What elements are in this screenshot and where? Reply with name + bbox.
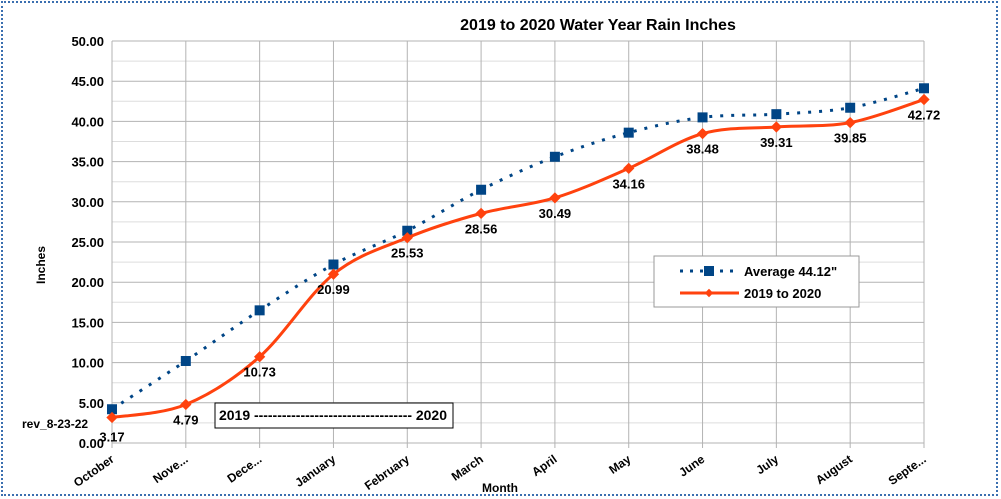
data-label: 28.56 <box>465 221 498 236</box>
y-axis-label: Inches <box>34 246 48 284</box>
grid <box>111 40 925 448</box>
x-axis-label: Month <box>482 481 518 495</box>
x-tick-label: January <box>292 452 338 490</box>
x-tick-label: October <box>71 452 117 490</box>
average-point-marker <box>623 127 634 138</box>
data-label: 4.79 <box>173 412 198 427</box>
data-label: 30.49 <box>539 206 572 221</box>
y-tick-label: 50.00 <box>71 34 104 49</box>
average-point-marker <box>328 259 339 270</box>
2019-2020-point-marker <box>696 127 709 140</box>
chart-title: 2019 to 2020 Water Year Rain Inches <box>460 17 736 34</box>
x-tick-label: Nove... <box>150 452 190 486</box>
y-tick-label: 0.00 <box>79 436 104 451</box>
y-tick-label: 40.00 <box>71 114 104 129</box>
average-point-marker <box>402 225 413 236</box>
average-point-marker <box>845 102 856 113</box>
2019-2020-point-marker <box>327 268 340 280</box>
2019-2020-point-marker <box>549 192 561 204</box>
data-label: 34.16 <box>612 176 645 191</box>
data-label: 3.17 <box>99 430 124 445</box>
average-point-marker <box>919 83 929 94</box>
2019-2020-point-marker <box>401 232 413 244</box>
y-tick-label: 25.00 <box>71 235 104 250</box>
data-label: 39.85 <box>834 131 867 146</box>
legend: Average 44.12" 2019 to 2020 <box>653 255 860 308</box>
data-label: 39.31 <box>760 135 793 150</box>
data-label: 10.73 <box>243 365 276 380</box>
legend-average-marker <box>704 266 714 276</box>
x-tick-label: July <box>753 452 781 477</box>
legend-average-label: Average 44.12" <box>744 264 837 279</box>
year-range-box <box>214 402 454 429</box>
x-tick-label: June <box>676 452 707 480</box>
data-label: 25.53 <box>391 246 424 261</box>
data-labels: 3.17 4.79 10.73 20.99 25.53 28.56 30.49 34.16 38… <box>99 108 940 445</box>
data-label: 20.99 <box>317 282 350 297</box>
x-tick-label: August <box>813 452 855 487</box>
average-series-line <box>111 86 925 411</box>
y-tick-label: 45.00 <box>71 74 104 89</box>
average-point-marker <box>107 404 117 415</box>
data-label: 42.72 <box>908 108 941 123</box>
average-point-marker <box>180 355 191 366</box>
legend-2019-marker <box>704 288 714 298</box>
average-point-marker <box>771 109 782 120</box>
x-tick-label: May <box>606 452 633 477</box>
average-point-marker <box>549 151 560 162</box>
legend-box <box>653 255 860 308</box>
y-tick-label: 30.00 <box>71 195 104 210</box>
2019-2020-point-marker <box>770 121 783 133</box>
x-tick-label: February <box>362 452 412 493</box>
x-tick-label: Dece... <box>225 452 265 486</box>
y-tick-label: 20.00 <box>71 275 104 290</box>
series-layer <box>106 83 930 424</box>
y-tick-label: 5.00 <box>79 396 104 411</box>
year-range-annotation: 2019 ---------------------------------- … <box>219 407 447 423</box>
revision-annotation: rev_8-23-22 <box>22 417 88 431</box>
legend-2019-label: 2019 to 2020 <box>744 286 821 301</box>
2019-2020-point-marker <box>180 398 192 411</box>
y-tick-label: 15.00 <box>71 315 104 330</box>
average-point-marker <box>697 112 708 123</box>
2019-2020-point-marker <box>918 93 930 106</box>
2019-2020-point-marker <box>475 207 487 220</box>
y-tick-label: 10.00 <box>71 356 104 371</box>
x-tick-label: April <box>529 452 559 479</box>
average-point-marker <box>254 305 265 316</box>
2019-2020-point-marker <box>844 116 856 129</box>
x-tick-label: March <box>449 452 486 484</box>
2019-2020-point-marker <box>623 162 635 175</box>
average-point-marker <box>476 184 487 195</box>
y-tick-labels: 0.00 5.00 10.00 15.00 20.00 25.00 30.00 35.00 40… <box>71 34 104 451</box>
x-tick-label: Septe... <box>886 452 929 488</box>
y-tick-label: 35.00 <box>71 155 104 170</box>
data-label: 38.48 <box>686 142 719 157</box>
